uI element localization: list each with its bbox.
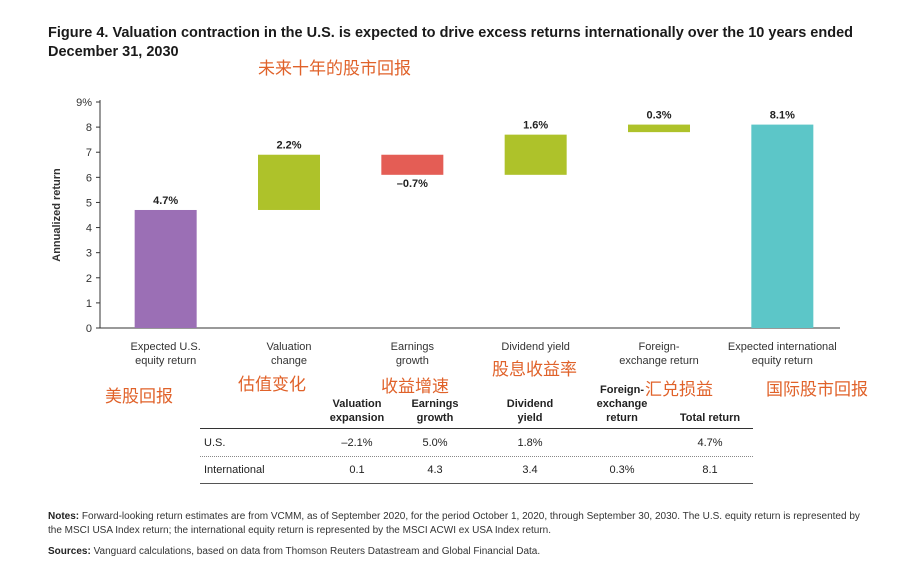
y-tick-label: 0 (86, 323, 92, 335)
notes: Notes: Forward-looking return estimates … (48, 511, 860, 536)
col-header-total: Total return (679, 412, 741, 424)
y-tick-label: 6 (86, 172, 92, 184)
waterfall-chart: 0 1 2 3 4 5 6 7 8 9% Annualized return 4.7% Expected… (51, 97, 840, 367)
cell-intl-dividend: 3.4 (522, 464, 538, 476)
y-tick-label: 9% (76, 97, 92, 109)
bar-4 (504, 134, 567, 175)
data-label-2: 2.2% (276, 140, 301, 152)
col-header-dividend: Dividend yield (506, 398, 554, 424)
y-axis-label: Annualized return (51, 168, 63, 262)
cell-us-dividend: 1.8% (517, 437, 543, 449)
y-tick-label: 4 (86, 223, 92, 235)
x-tick-label: exchange return (619, 355, 699, 367)
cell-intl-valuation: 0.1 (349, 464, 365, 476)
figure-title: Figure 4. Valuation contraction in the U… (48, 25, 854, 60)
bar-5 (628, 124, 690, 133)
bar-2 (258, 154, 320, 210)
data-label-3: –0.7% (397, 178, 428, 190)
y-tick-label: 2 (86, 273, 92, 285)
y-tick-label: 8 (86, 122, 92, 134)
category-annotation-1: 美股回报 (105, 387, 173, 407)
cell-us-earnings: 5.0% (422, 437, 448, 449)
data-label-6: 8.1% (770, 110, 795, 122)
col-header-valuation: Valuation expansion (329, 398, 385, 424)
row-label-international: International (204, 464, 265, 476)
y-tick-label: 1 (86, 298, 92, 310)
category-annotation-5: 汇兑损益 (645, 380, 713, 400)
cell-intl-fx: 0.3% (609, 464, 635, 476)
data-label-5: 0.3% (646, 110, 671, 122)
x-tick-label: growth (396, 355, 429, 367)
table-header-rule (200, 428, 753, 429)
category-annotation-4: 股息收益率 (492, 360, 577, 380)
col-header-fx: Foreign- exchange return (596, 384, 648, 424)
category-annotation-6: 国际股市回报 (766, 380, 868, 400)
category-annotation-3: 收益增速 (381, 377, 449, 397)
x-tick-label: Valuation (266, 341, 311, 353)
x-tick-label: change (271, 355, 307, 367)
y-tick-label: 3 (86, 248, 92, 260)
x-tick-label: Dividend yield (501, 341, 569, 353)
y-tick-label: 5 (86, 197, 92, 209)
cell-intl-total: 8.1 (702, 464, 718, 476)
col-header-earnings: Earnings growth (411, 398, 459, 424)
x-tick-label: Expected U.S. (131, 341, 201, 353)
bar-3 (381, 154, 444, 175)
y-tick-label: 7 (86, 147, 92, 159)
x-tick-label: equity return (135, 355, 196, 367)
title-annotation: 未来十年的股市回报 (258, 59, 411, 79)
category-annotation-2: 估值变化 (238, 375, 306, 395)
x-tick-label: Earnings (391, 341, 435, 353)
data-label-1: 4.7% (153, 195, 178, 207)
table-bottom-rule (200, 483, 753, 484)
table-row-divider (200, 456, 753, 457)
cell-us-total: 4.7% (697, 437, 723, 449)
cell-intl-earnings: 4.3 (427, 464, 443, 476)
sources: Sources: Vanguard calculations, based on… (48, 546, 541, 557)
data-label-4: 1.6% (523, 120, 548, 132)
cell-us-valuation: –2.1% (341, 437, 373, 449)
x-tick-label: Expected international (728, 341, 837, 353)
bar-1 (134, 209, 197, 328)
x-tick-label: equity return (752, 355, 813, 367)
row-label-us: U.S. (204, 437, 226, 449)
bar-6 (751, 124, 814, 328)
x-tick-label: Foreign- (639, 341, 680, 353)
